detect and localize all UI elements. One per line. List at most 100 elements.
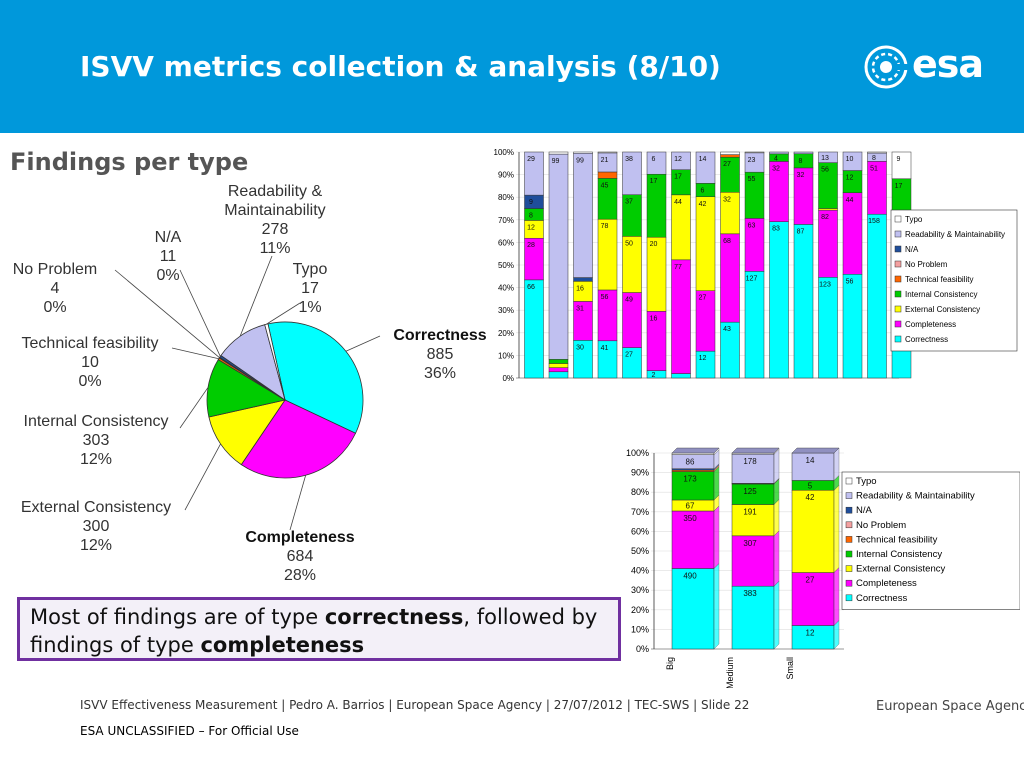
legend-item: Correctness	[856, 593, 907, 604]
bar-data-label: 42	[806, 493, 815, 502]
bar-segment-side	[773, 580, 780, 650]
pie-label-value: 684	[287, 548, 314, 565]
bar-data-label: 50	[625, 240, 633, 247]
legend-swatch	[894, 245, 902, 253]
pie-label-pct: 12%	[80, 451, 112, 468]
bar-data-label: 38	[625, 156, 633, 163]
y-tick-label: 50%	[631, 546, 649, 556]
callout-bold-1: correctness	[324, 605, 464, 629]
bar-data-label: 20	[650, 241, 658, 248]
bar-data-label: 8	[872, 155, 876, 162]
y-tick-label: 30%	[631, 585, 649, 595]
bar-data-label: 55	[748, 176, 756, 183]
legend-item: External Consistency	[905, 305, 980, 314]
bar-segment-external	[646, 236, 667, 312]
bar-segment-side	[773, 448, 780, 484]
bar-segment-completeness	[842, 192, 863, 275]
bar-segment-typo	[720, 151, 740, 155]
bar-data-label: 350	[683, 514, 697, 523]
pie-label-value: 300	[83, 518, 110, 535]
pie-leader-line	[171, 347, 219, 360]
bar-segment-correctness	[793, 224, 814, 379]
y-tick-label: 30%	[498, 306, 514, 315]
pie-leader-line	[184, 443, 221, 511]
bar-data-label: 28	[527, 242, 535, 249]
legend-item: N/A	[905, 245, 919, 254]
pie-chart: Correctness 885 36% Completeness 684 28% Exter…	[13, 183, 487, 584]
y-tick-label: 70%	[631, 507, 649, 517]
bar-segment-internal	[695, 183, 716, 198]
bar-segment-side	[833, 567, 840, 626]
y-tick-label: 0%	[636, 644, 649, 654]
pie-label-value: 885	[427, 346, 454, 363]
bar-segment-completeness	[671, 510, 715, 569]
bar-data-label: 31	[576, 305, 584, 312]
bar-segment-typo	[744, 151, 765, 154]
bar-data-label: 45	[601, 182, 609, 189]
y-tick-label: 100%	[494, 148, 514, 157]
stacked-bar-chart-size: 0% 10% 20% 30% 40% 50% 60% 70% 80% 90% 100% 490 350 6…	[626, 447, 1020, 688]
bar-data-label: 2	[652, 372, 656, 379]
pie-label-name: N/A	[155, 229, 182, 246]
legend-item: Typo	[856, 476, 877, 487]
bar-top	[731, 447, 780, 454]
bar-segment-technical	[720, 154, 740, 158]
bar-data-label: 83	[772, 226, 780, 233]
bar-data-label: 32	[772, 165, 780, 172]
bar-data-label: 99	[576, 157, 584, 164]
y-tick-label: 20%	[498, 329, 514, 338]
bar-segment-typo	[573, 151, 593, 154]
bar-data-label: 8	[799, 158, 803, 165]
legend-swatch	[894, 275, 902, 283]
legend-item: Technical feasibility	[905, 275, 973, 284]
bar-data-label: 44	[674, 199, 682, 206]
bar-data-label: 12	[674, 156, 682, 163]
bar-data-label: 127	[746, 275, 758, 282]
x-tick-label: Big	[665, 657, 675, 670]
legend-swatch	[894, 260, 902, 268]
pie-leader-line	[114, 269, 220, 358]
bar-data-label: 27	[806, 576, 815, 585]
bar-data-label: 158	[868, 218, 880, 225]
esa-logo: esa	[862, 40, 1002, 96]
bar-segment-readability	[867, 152, 887, 162]
pie-label-pct: 0%	[156, 267, 179, 284]
bar-segment-completeness	[720, 233, 740, 323]
y-tick-label: 80%	[631, 487, 649, 497]
legend-item: N/A	[856, 505, 873, 516]
legend-swatch	[845, 579, 853, 587]
pie-label-name: Completeness	[245, 529, 354, 546]
bar-segment-completeness	[548, 367, 569, 373]
pie-label-value: 11	[160, 248, 177, 265]
footer-classification: ESA UNCLASSIFIED – For Official Use	[80, 724, 299, 738]
pie-label-name: Correctness	[393, 327, 486, 344]
legend-item: Internal Consistency	[856, 549, 942, 560]
bar-data-label: 12	[846, 175, 854, 182]
pie-label-value: 4	[51, 280, 60, 297]
pie-leader-line	[179, 387, 209, 429]
legend-item: Technical feasibility	[856, 534, 938, 545]
bar-data-label: 82	[821, 214, 829, 221]
pie-label-pct: 0%	[78, 373, 101, 390]
legend-item: Internal Consistency	[905, 290, 977, 299]
bar-segment-correctness	[646, 370, 667, 379]
bar-segment-correctness	[671, 568, 715, 650]
bar-segment-readability	[842, 151, 863, 171]
bar-data-label: 12	[527, 224, 535, 231]
bar-segment-readability	[818, 151, 838, 163]
bar-segment-correctness	[867, 213, 887, 379]
bar-segment-na	[524, 194, 544, 209]
bar-segment-correctness	[744, 271, 765, 379]
legend-box	[841, 471, 1020, 610]
bar-data-label: 41	[601, 345, 609, 352]
pie-label-value: 10	[81, 354, 99, 371]
bar-segment-readability	[695, 151, 716, 184]
bar-data-label: 10	[846, 156, 854, 163]
bar-data-label: 123	[819, 281, 831, 288]
y-tick-label: 50%	[498, 261, 514, 270]
bar-data-label: 125	[743, 487, 757, 496]
bar-data-label: 27	[625, 352, 633, 359]
bar-data-label: 17	[895, 183, 903, 190]
bar-data-label: 49	[625, 297, 633, 304]
legend-item: Correctness	[905, 335, 948, 344]
